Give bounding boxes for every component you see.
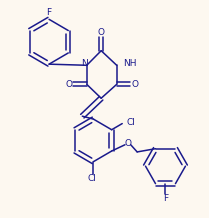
Text: Cl: Cl [88,174,97,182]
Text: NH: NH [123,59,137,68]
Text: F: F [163,194,168,203]
Text: O: O [124,139,131,148]
Text: O: O [98,28,105,37]
Text: N: N [82,59,88,68]
Text: F: F [46,8,52,17]
Text: Cl: Cl [127,118,135,127]
Text: O: O [131,80,138,89]
Text: O: O [65,80,72,89]
